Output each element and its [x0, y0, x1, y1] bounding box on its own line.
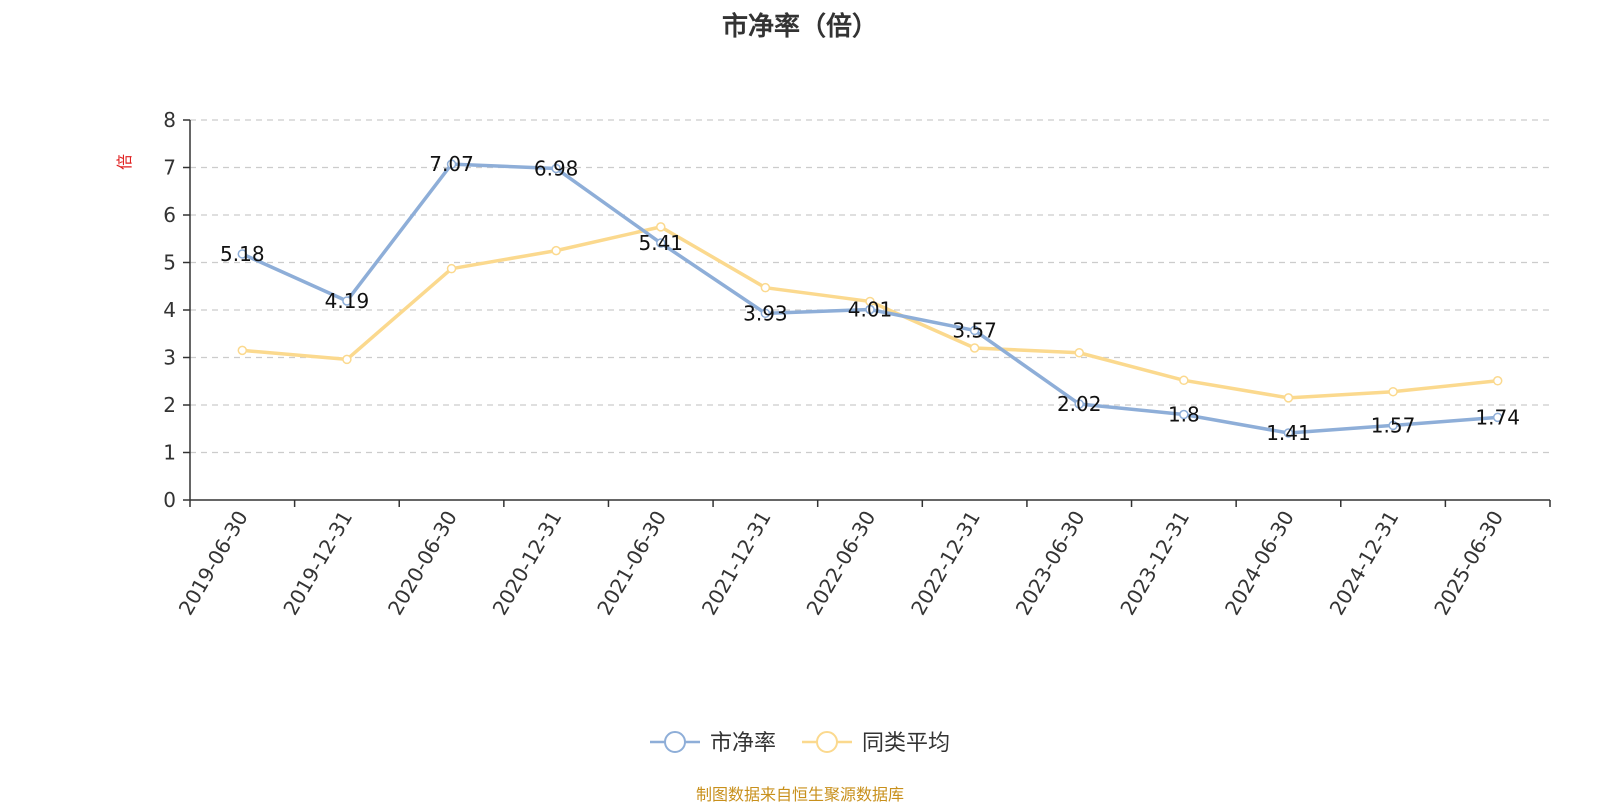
x-tick-label: 2023-06-30 [1011, 507, 1090, 620]
data-point [1492, 412, 1503, 423]
data-label: 3.93 [743, 301, 788, 325]
data-point [969, 343, 980, 353]
data-point [656, 238, 666, 248]
data-label: 2.02 [1057, 392, 1102, 416]
x-tick-label: 2024-06-30 [1220, 507, 1299, 620]
legend-swatch-marker [816, 731, 838, 753]
data-point [760, 282, 771, 293]
series-pb [237, 159, 1503, 438]
axes: 0 1 2 3 4 5 6 7 8 2019-06-30 2019-12-31 2020-06-30 2… [163, 108, 1551, 620]
legend-item[interactable]: 同类平均 [802, 731, 950, 756]
x-tick-label: 2022-12-31 [906, 507, 985, 620]
legend-label: 同类平均 [862, 731, 950, 756]
data-point [656, 222, 666, 232]
source-note: 制图数据来自恒生聚源数据库 [695, 785, 904, 804]
data-point [446, 263, 457, 274]
y-tick-label: 4 [163, 298, 176, 322]
data-label: 4.19 [325, 289, 370, 313]
series-layer [237, 159, 1503, 438]
data-point [551, 245, 561, 256]
x-tick-label: 2019-06-30 [174, 507, 253, 620]
chart-title: 市净率（倍） [721, 12, 878, 42]
data-label: 1.74 [1475, 405, 1520, 429]
x-tick-label: 2022-06-30 [801, 507, 880, 620]
data-point [1492, 376, 1503, 386]
y-tick-label: 6 [163, 203, 176, 227]
data-point [969, 325, 980, 336]
y-tick-label: 8 [163, 108, 176, 132]
data-point [1283, 428, 1294, 438]
series-peer-average [237, 222, 1503, 403]
data-label: 3.57 [952, 318, 997, 342]
y-axis-unit-label: 倍 [115, 154, 134, 170]
y-tick-label: 7 [163, 156, 176, 180]
y-tick-label: 1 [163, 441, 176, 465]
data-point [551, 163, 561, 174]
data-point [237, 345, 248, 356]
data-point [1074, 399, 1084, 409]
y-tick-label: 2 [163, 393, 176, 417]
y-tick-label: 5 [163, 251, 176, 275]
data-label: 6.98 [534, 156, 579, 180]
x-tick-label: 2023-12-31 [1115, 507, 1194, 620]
data-label: 1.8 [1168, 403, 1200, 427]
legend-swatch-marker [664, 731, 686, 753]
data-point [1388, 420, 1398, 431]
data-labels: 5.18 4.19 7.07 6.98 5.41 3.93 4.01 3.57 2.02 1.8 1… [220, 152, 1520, 445]
data-point [342, 354, 352, 365]
data-label: 4.01 [848, 298, 893, 322]
data-point [1388, 386, 1398, 397]
data-point [760, 308, 771, 319]
y-tick-label: 3 [163, 346, 176, 370]
data-point [1179, 409, 1189, 420]
x-tick-label: 2024-12-31 [1325, 507, 1404, 620]
data-label: 1.57 [1371, 413, 1416, 437]
data-label: 7.07 [429, 152, 474, 176]
data-label: 1.41 [1266, 421, 1311, 445]
data-point [1074, 348, 1084, 358]
data-point [237, 249, 248, 259]
x-tick-label: 2020-12-31 [488, 507, 567, 620]
data-label: 5.18 [220, 242, 265, 266]
legend-item[interactable]: 市净率 [650, 731, 776, 756]
data-label: 5.41 [639, 231, 684, 255]
data-point [446, 159, 457, 169]
x-tick-label: 2025-06-30 [1429, 507, 1508, 620]
y-tick-label: 0 [163, 488, 176, 512]
x-tick-label: 2019-12-31 [278, 507, 357, 620]
data-point [1283, 393, 1294, 403]
x-tick-label: 2020-06-30 [383, 507, 462, 620]
legend[interactable]: 市净率 同类平均 [650, 731, 950, 756]
data-point [865, 304, 875, 315]
x-tick-label: 2021-12-31 [697, 507, 776, 620]
data-point [342, 296, 352, 306]
legend-label: 市净率 [710, 731, 776, 756]
x-tick-label: 2021-06-30 [592, 507, 671, 620]
data-point [1179, 375, 1189, 386]
grid-lines [190, 119, 1550, 454]
